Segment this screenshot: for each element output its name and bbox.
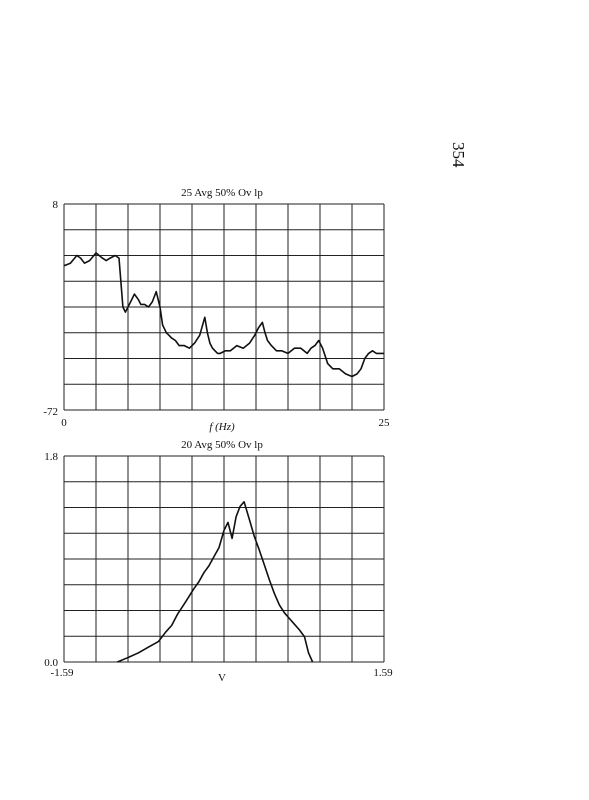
plot-area: [116, 500, 314, 663]
y-min-tick-label: -72: [43, 406, 58, 418]
y-max-tick-label: 1.8: [44, 451, 58, 463]
x-axis-label: V: [218, 672, 226, 684]
x-min-tick-label: -1.59: [51, 667, 74, 679]
series-line-0: [63, 252, 384, 378]
x-max-tick-label: 1.59: [373, 667, 393, 679]
x-max-tick-label: 25: [379, 417, 391, 429]
series-line-0: [116, 500, 314, 663]
histogram-chart: 20 Avg 50% Ov lp 1.8 0.0 -1.59 1.59 V: [44, 439, 393, 684]
psd-chart: 25 Avg 50% Ov lp 8 -72 0 25 f (Hz): [43, 187, 390, 433]
x-axis-label: f (Hz): [209, 421, 235, 433]
grid: [63, 455, 385, 663]
grid: [63, 203, 385, 411]
y-max-tick-label: 8: [53, 199, 59, 211]
plot-area: [63, 252, 384, 378]
y-min-tick-label: 0.0: [44, 657, 58, 669]
chart-title: 20 Avg 50% Ov lp: [181, 439, 263, 451]
x-min-tick-label: 0: [61, 417, 67, 429]
chart-title: 25 Avg 50% Ov lp: [181, 187, 263, 199]
